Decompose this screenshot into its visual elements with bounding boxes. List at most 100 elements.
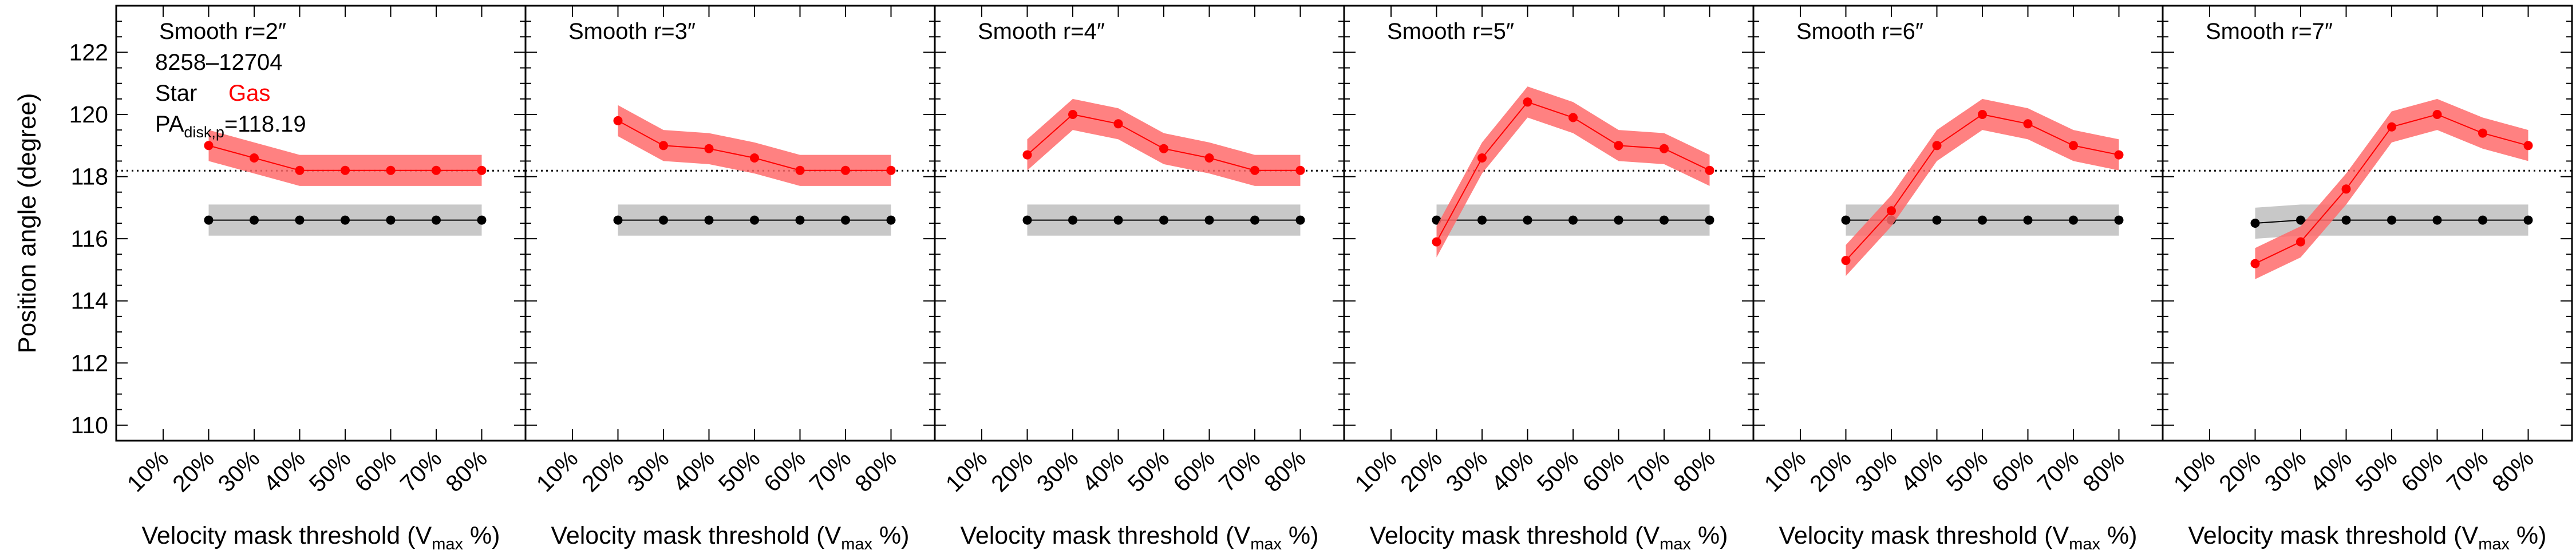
- x-tick-label: 80%: [850, 445, 902, 497]
- gas-point: [432, 165, 441, 175]
- gas-point: [886, 165, 896, 175]
- y-axis-label: Position angle (degree): [13, 93, 41, 354]
- panel-5: 10%20%30%40%50%60%70%80% Smooth r=6″ Veloc…: [1752, 5, 2164, 553]
- panel-title: Smooth r=4″: [978, 19, 1105, 44]
- x-tick-label: 70%: [1214, 445, 1266, 497]
- x-tick-label: 20%: [986, 445, 1038, 497]
- gas-point: [2114, 150, 2124, 160]
- x-tick-label: 30%: [2259, 445, 2312, 497]
- star-point: [795, 215, 805, 225]
- gas-point: [841, 165, 850, 175]
- gas-point: [659, 141, 668, 151]
- gas-error-band: [1027, 98, 1301, 186]
- x-tick-label: 10%: [531, 445, 583, 497]
- x-tick-label: 60%: [1168, 445, 1220, 497]
- x-tick-label: 40%: [258, 445, 310, 497]
- x-tick-label: 20%: [1395, 445, 1447, 497]
- x-axis-label-main: Velocity mask threshold (V: [1779, 522, 2069, 549]
- gas-point: [1614, 141, 1623, 151]
- x-tick-label: 10%: [941, 445, 993, 497]
- gas-point: [795, 165, 805, 175]
- gas-error-band: [2255, 98, 2528, 279]
- gas-point: [1841, 256, 1851, 266]
- x-tick-label: 70%: [2441, 445, 2494, 497]
- star-point: [2478, 215, 2487, 225]
- gas-point: [386, 165, 396, 175]
- x-axis-label-sub: max: [1660, 535, 1691, 553]
- x-tick-label: 50%: [1123, 445, 1175, 497]
- gas-point: [1932, 141, 1942, 151]
- gas-point: [1250, 165, 1259, 175]
- gas-point: [704, 144, 714, 153]
- star-point: [2250, 219, 2260, 228]
- x-tick-label: 80%: [1668, 445, 1720, 497]
- pa-subscript: disk,p: [184, 124, 224, 141]
- star-point: [2341, 215, 2351, 225]
- gas-point: [1295, 165, 1305, 175]
- star-point: [659, 215, 668, 225]
- gas-point: [2341, 184, 2351, 194]
- star-point: [1250, 215, 1259, 225]
- x-axis-label-end: %): [2510, 522, 2547, 549]
- info-block: 8258–12704 Star Gas PAdisk,p=118.19: [155, 50, 306, 141]
- star-point: [704, 215, 714, 225]
- gas-point: [1568, 113, 1578, 122]
- x-axis-label: Velocity mask threshold (Vmax %): [1779, 522, 2138, 553]
- star-point: [2114, 215, 2124, 225]
- star-point: [841, 215, 850, 225]
- star-point: [750, 215, 759, 225]
- x-axis-label-end: %): [1691, 522, 1728, 549]
- x-tick-label: 40%: [667, 445, 720, 497]
- star-point: [250, 215, 259, 225]
- star-point: [1204, 215, 1214, 225]
- x-axis-label: Velocity mask threshold (Vmax %): [1370, 522, 1728, 553]
- x-tick-label: 20%: [167, 445, 219, 497]
- x-tick-label: 70%: [395, 445, 447, 497]
- star-point: [613, 215, 623, 225]
- gas-point: [1204, 153, 1214, 163]
- legend-gas: Gas: [228, 81, 270, 106]
- x-axis-label-sub: max: [432, 535, 463, 553]
- star-point: [1113, 215, 1123, 225]
- x-axis-label-main: Velocity mask threshold (V: [1370, 522, 1660, 549]
- y-tick-label: 114: [71, 288, 108, 314]
- x-tick-label: 40%: [1895, 445, 1947, 497]
- x-tick-label: 50%: [713, 445, 765, 497]
- x-axis-label: Velocity mask threshold (Vmax %): [142, 522, 500, 553]
- x-tick-label: 60%: [758, 445, 811, 497]
- gas-point: [2523, 141, 2533, 151]
- y-tick-label: 116: [71, 225, 108, 252]
- x-tick-label: 50%: [1941, 445, 1993, 497]
- gas-point: [1113, 119, 1123, 129]
- x-tick-label: 50%: [1532, 445, 1584, 497]
- star-point: [1932, 215, 1942, 225]
- gas-point: [341, 165, 350, 175]
- x-tick-label: 20%: [1804, 445, 1856, 497]
- gas-point: [1887, 206, 1896, 216]
- x-tick-label: 30%: [1850, 445, 1902, 497]
- star-point: [477, 215, 487, 225]
- x-tick-label: 10%: [122, 445, 174, 497]
- x-axis-label-main: Velocity mask threshold (V: [2188, 522, 2479, 549]
- x-tick-label: 20%: [576, 445, 629, 497]
- star-point: [2387, 215, 2396, 225]
- x-tick-label: 50%: [304, 445, 356, 497]
- x-axis-label-sub: max: [841, 535, 872, 553]
- x-axis-label: Velocity mask threshold (Vmax %): [551, 522, 910, 553]
- star-point: [432, 215, 441, 225]
- star-point: [2296, 215, 2305, 225]
- x-tick-label: 40%: [1486, 445, 1538, 497]
- gas-point: [2432, 110, 2442, 119]
- gas-point: [2023, 119, 2033, 129]
- x-tick-label: 40%: [1077, 445, 1129, 497]
- x-tick-label: 20%: [2214, 445, 2266, 497]
- gas-point: [250, 153, 259, 163]
- x-axis-label-end: %): [872, 522, 910, 549]
- star-point: [2523, 215, 2533, 225]
- x-axis-label-main: Velocity mask threshold (V: [551, 522, 841, 549]
- x-tick-label: 10%: [1350, 445, 1402, 497]
- star-point: [2023, 215, 2033, 225]
- x-axis-label-end: %): [2100, 522, 2138, 549]
- gas-point: [1068, 110, 1077, 119]
